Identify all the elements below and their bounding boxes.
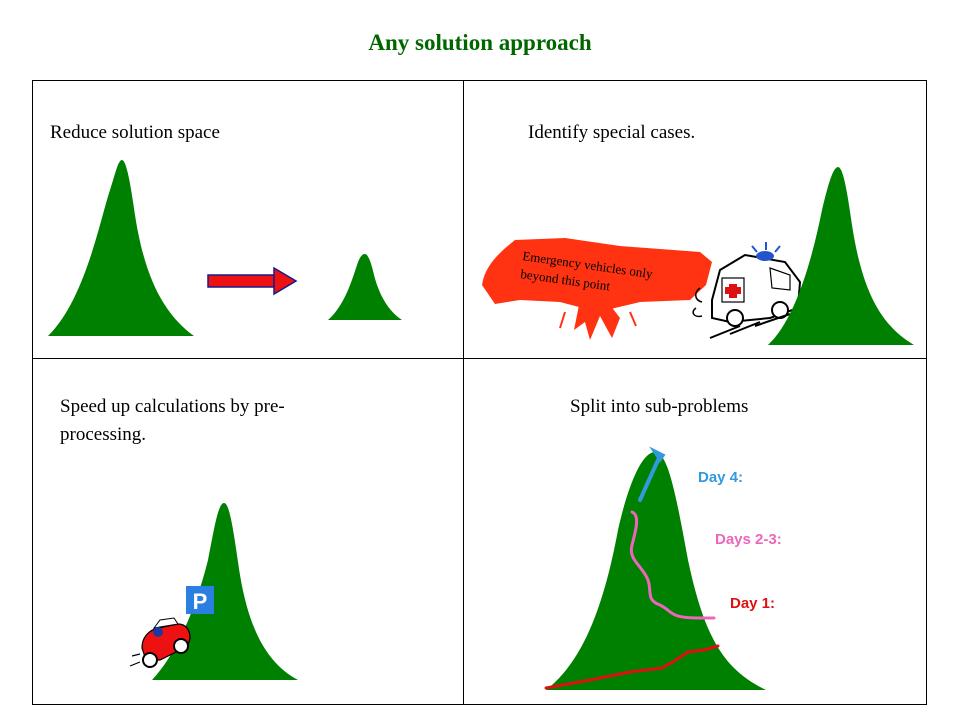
identify-special-cases-label: Identify special cases. [528,122,696,143]
summit-flag [649,446,666,463]
large-mountain [48,160,194,336]
route-days23 [629,510,716,620]
horizontal-divider [32,358,927,359]
emergency-sign [482,238,712,340]
days23-label: Days 2-3: [715,531,782,548]
car-icon [129,617,191,668]
route-day1 [544,644,720,690]
route-day4 [638,458,660,502]
ambulance-icon [692,242,802,339]
speed-up-label-line2: processing. [60,424,147,445]
vertical-divider [463,80,464,705]
speed-up-label-line1: Speed up calculations by pre- [60,396,285,417]
page-title: Any solution approach [368,30,592,55]
right-arrow-icon [207,266,298,296]
reduce-solution-space-label: Reduce solution space [50,122,220,143]
svg-text:P: P [193,589,208,614]
quadrant-frame [32,80,927,705]
split-sub-problems-label: Split into sub-problems [570,396,749,417]
special-case-mountain [768,167,914,345]
day1-label: Day 1: [730,595,776,612]
small-mountain [328,254,402,320]
day4-label: Day 4: [698,469,744,486]
sub-problems-mountain [546,452,766,690]
parking-sign: P [186,586,214,614]
